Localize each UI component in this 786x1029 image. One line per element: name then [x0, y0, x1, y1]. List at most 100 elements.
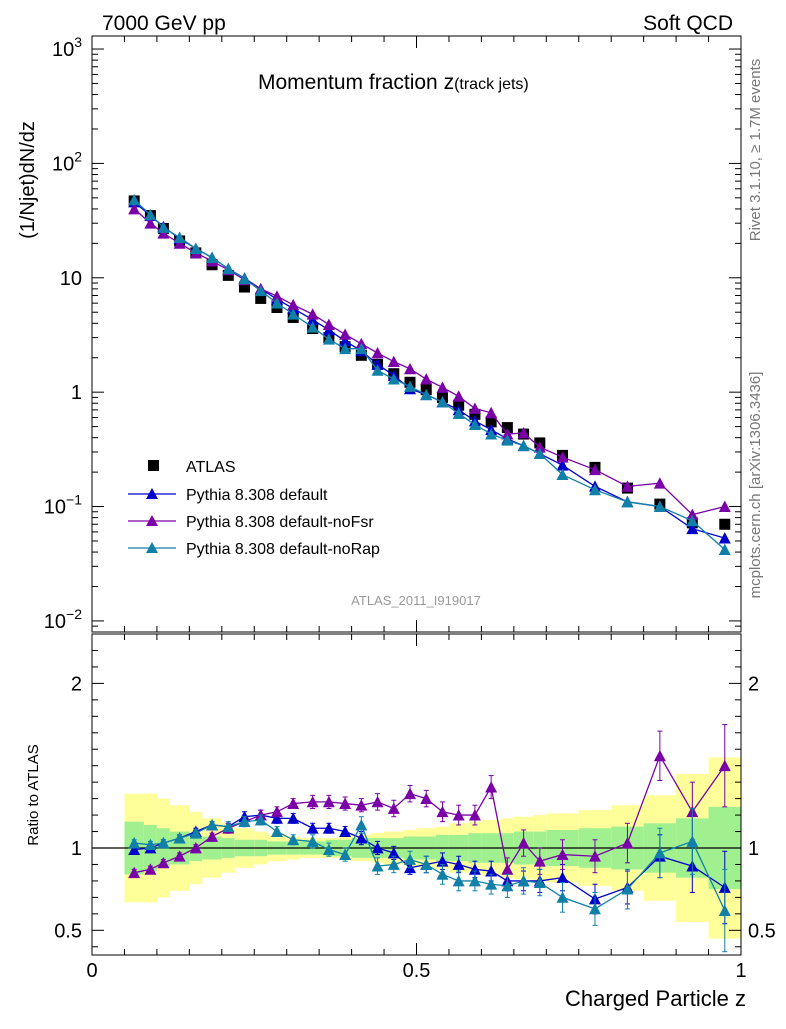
ratio-point-noFsr: [173, 850, 186, 862]
series-point-noFsr: [686, 508, 699, 521]
upper-y-tick-label: 10−2: [44, 606, 82, 633]
ratio-point-default: [270, 812, 283, 824]
atlas-data-point: [485, 416, 497, 428]
analysis-watermark: ATLAS_2011_I919017: [351, 593, 481, 608]
ratio-point-default: [452, 858, 465, 870]
series-point-noRap: [556, 468, 569, 481]
series-point-noRap: [238, 272, 251, 285]
series-point-noFsr: [621, 480, 634, 492]
ratio-point-noRap: [322, 843, 335, 856]
ratio-point-default: [556, 871, 569, 884]
series-point-noRap: [270, 297, 283, 309]
ratio-plot-frame: [91, 633, 742, 956]
series-point-noRap: [306, 321, 319, 333]
ratio-point-default: [355, 832, 368, 844]
upper-y-tick-label-exponent: 3: [74, 34, 82, 50]
series-point-noRap: [533, 447, 546, 460]
series-point-noRap: [322, 333, 335, 345]
atlas-data-point: [239, 281, 251, 293]
series-point-noRap: [653, 500, 666, 512]
ratio-point-noFsr: [501, 863, 514, 875]
ratio-point-noFsr: [533, 855, 546, 867]
upper-y-tick-label-base: 10: [60, 268, 82, 290]
ratio-point-noRap: [404, 853, 417, 865]
series-point-noFsr: [404, 362, 417, 375]
upper-y-tick-label-exponent: 2: [74, 148, 82, 164]
legend-label-nofsr: Pythia 8.308 default-noFsr: [186, 514, 374, 531]
ratio-point-noRap: [686, 835, 699, 847]
atlas-data-point: [719, 518, 731, 530]
series-point-noRap: [501, 434, 514, 446]
ratio-y-tick-label-right: 0.5: [748, 920, 776, 942]
upper-y-tick-label-exponent: −2: [66, 606, 82, 622]
series-point-noRap: [517, 439, 530, 452]
upper-y-tick-label-base: 10: [52, 39, 74, 61]
series-point-noRap: [287, 308, 300, 320]
ratio-point-noRap: [339, 848, 352, 860]
ratio-y-tick-label-right: 1: [748, 838, 759, 860]
header-right: Soft QCD: [643, 12, 733, 35]
ratio-point-noFsr: [404, 787, 417, 800]
series-point-noFsr: [436, 381, 449, 393]
ratio-point-noRap: [501, 879, 514, 892]
series-point-noRap: [371, 364, 384, 376]
upper-y-tick-label: 10−1: [44, 492, 82, 519]
ratio-point-noRap: [206, 818, 219, 831]
ratio-point-noFsr: [468, 809, 481, 821]
ratio-y-axis-label: Ratio to ATLAS: [25, 744, 42, 845]
upper-title: Momentum fraction z(track jets): [258, 71, 529, 94]
series-point-noRap: [144, 208, 157, 221]
ratio-y-tick-label: 2: [71, 673, 82, 695]
ratio-point-noFsr: [339, 797, 352, 809]
series-point-noFsr: [653, 477, 666, 489]
upper-y-tick-label: 102: [52, 148, 82, 175]
upper-y-tick-label-base: 1: [71, 382, 82, 404]
ratio-line-noFsr: [134, 754, 726, 874]
legend-marker-nofsr: [146, 515, 158, 526]
ratio-point-default: [485, 865, 498, 877]
mcplots-label: mcplots.cern.ch [arXiv:1306.3436]: [747, 372, 764, 599]
series-point-noFsr: [173, 237, 186, 249]
series-point-noFsr: [157, 227, 170, 239]
series-point-noRap: [173, 231, 186, 243]
series-point-noRap: [206, 251, 219, 264]
x-axis-label: Charged Particle z: [565, 986, 746, 1011]
series-point-noRap: [387, 373, 400, 385]
ratio-point-noFsr: [371, 795, 384, 808]
legend-marker-default: [146, 488, 158, 499]
series-point-noFsr: [501, 428, 514, 440]
atlas-data-point: [255, 292, 267, 304]
ratio-point-noRap: [420, 858, 433, 870]
series-point-noRap: [404, 380, 417, 392]
ratio-point-default: [287, 812, 300, 824]
series-point-noRap: [436, 396, 449, 408]
ratio-point-noFsr: [485, 781, 498, 793]
series-point-default: [686, 522, 699, 535]
series-point-noRap: [222, 262, 235, 275]
ratio-point-default: [387, 846, 400, 859]
ratio-point-noFsr: [653, 749, 666, 762]
series-point-noFsr: [144, 217, 157, 229]
series-point-noRap: [420, 388, 433, 401]
ratio-point-noRap: [128, 837, 141, 849]
upper-title-main: Momentum fraction z: [258, 71, 454, 94]
ratio-point-noFsr: [420, 792, 433, 805]
ratio-point-noRap: [222, 820, 235, 832]
series-point-noFsr: [452, 390, 465, 402]
ratio-point-noRap: [653, 846, 666, 859]
series-point-noFsr: [387, 355, 400, 368]
legend-label-default: Pythia 8.308 default: [186, 487, 328, 504]
ratio-point-noFsr: [189, 842, 202, 854]
legend-label-norap: Pythia 8.308 default-noRap: [186, 541, 380, 558]
ratio-point-noFsr: [355, 799, 368, 811]
upper-y-tick-label-base: 10: [44, 497, 66, 519]
series-point-default: [339, 335, 352, 347]
series-point-noRap: [355, 342, 368, 355]
ratio-point-noFsr: [588, 850, 601, 862]
ratio-plot-marks: [128, 724, 731, 953]
series-point-noRap: [468, 418, 481, 431]
ratio-point-noRap: [517, 874, 530, 887]
series-point-noRap: [128, 193, 141, 206]
